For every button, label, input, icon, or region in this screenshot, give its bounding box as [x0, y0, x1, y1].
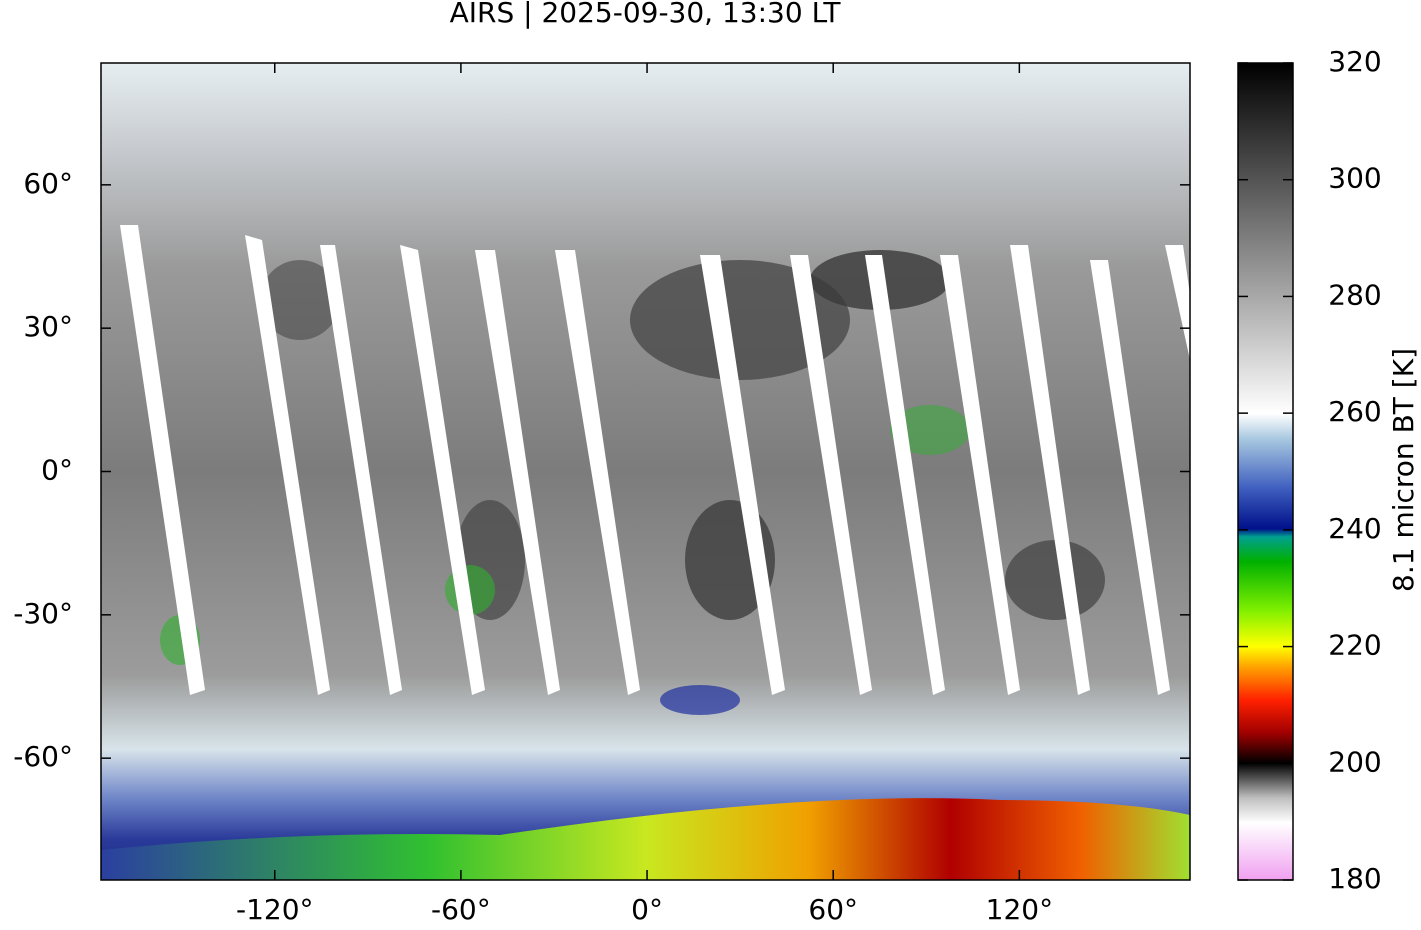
y-tick-label: 30°	[23, 310, 73, 343]
colorbar-tick-label: 300	[1328, 162, 1381, 195]
colorbar-tick-label: 200	[1328, 745, 1381, 778]
y-tick-label: 60°	[23, 167, 73, 200]
colorbar-tick-label: 220	[1328, 629, 1381, 662]
colorbar-label: 8.1 micron BT [K]	[1387, 348, 1420, 592]
x-tick-label: -60°	[431, 893, 491, 926]
y-tick-label: -30°	[13, 597, 73, 630]
colorbar-tick-label: 180	[1328, 862, 1381, 895]
map-image	[101, 63, 1190, 880]
y-tick-label: 0°	[41, 454, 73, 487]
x-tick-label: 120°	[986, 893, 1053, 926]
colorbar-tick-label: 260	[1328, 395, 1381, 428]
x-tick-label: -120°	[236, 893, 314, 926]
x-tick-label: 0°	[631, 893, 663, 926]
colorbar	[1237, 62, 1294, 881]
x-tick-label: 60°	[808, 893, 858, 926]
colorbar-tick-label: 280	[1328, 278, 1381, 311]
colorbar-tick-label: 240	[1328, 512, 1381, 545]
chart-title: AIRS | 2025-09-30, 13:30 LT	[450, 0, 842, 29]
colorbar-tick-label: 320	[1328, 45, 1381, 78]
y-tick-label: -60°	[13, 740, 73, 773]
